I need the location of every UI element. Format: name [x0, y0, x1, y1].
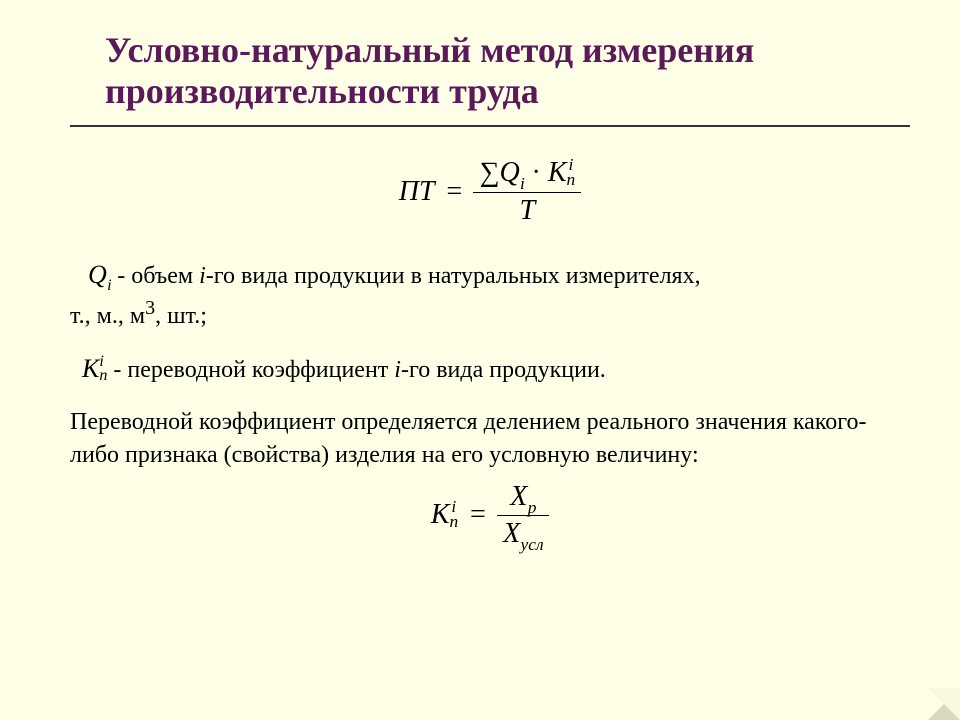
- fraction: Xр Xусл: [497, 481, 549, 550]
- sigma-symbol: ∑: [479, 157, 499, 188]
- slide-title: Условно-натуральный метод измерения прои…: [70, 30, 910, 113]
- equals-sign: =: [468, 499, 487, 531]
- formula-lhs: ПТ: [399, 176, 435, 208]
- definition-qi: Qi - объем i-го вида продукции в натурал…: [70, 257, 910, 333]
- title-rule: [70, 125, 910, 127]
- denominator: T: [514, 195, 542, 227]
- var-kn: Kin: [548, 157, 575, 190]
- numerator: Xр: [504, 481, 542, 513]
- corner-fold-icon: [928, 688, 960, 720]
- fraction-line: [497, 515, 549, 516]
- def-text: - объем: [111, 263, 199, 289]
- units-after: , шт.;: [155, 303, 207, 329]
- def-text: -го вида продукции.: [401, 357, 606, 383]
- i-var: i: [394, 357, 401, 383]
- var-kn-def: Kin: [82, 351, 107, 387]
- numerator: ∑Qi · Kin: [473, 157, 581, 190]
- fraction-line: [473, 192, 581, 193]
- denominator: Xусл: [497, 518, 549, 550]
- dot-operator: ·: [532, 157, 541, 188]
- units-text: т., м., м: [70, 303, 145, 329]
- formula-pt: ПТ = ∑Qi · Kin T: [70, 157, 910, 227]
- formula-kn: Kin = Xр Xусл: [70, 481, 910, 550]
- i-var: i: [199, 263, 206, 289]
- var-qi-def: Qi: [88, 257, 111, 293]
- paragraph: Переводной коэффициент определяется деле…: [70, 406, 910, 473]
- fraction: ∑Qi · Kin T: [473, 157, 581, 227]
- def-text: - переводной коэффициент: [107, 357, 394, 383]
- def-text: -го вида продукции в натуральных измерит…: [206, 263, 701, 289]
- var-qi: Qi: [499, 157, 524, 189]
- cube-sup: 3: [145, 297, 155, 319]
- definition-kn: Kin - переводной коэффициент i-го вида п…: [70, 351, 910, 388]
- lhs-kn: Kin: [431, 499, 458, 532]
- equals-sign: =: [445, 176, 464, 208]
